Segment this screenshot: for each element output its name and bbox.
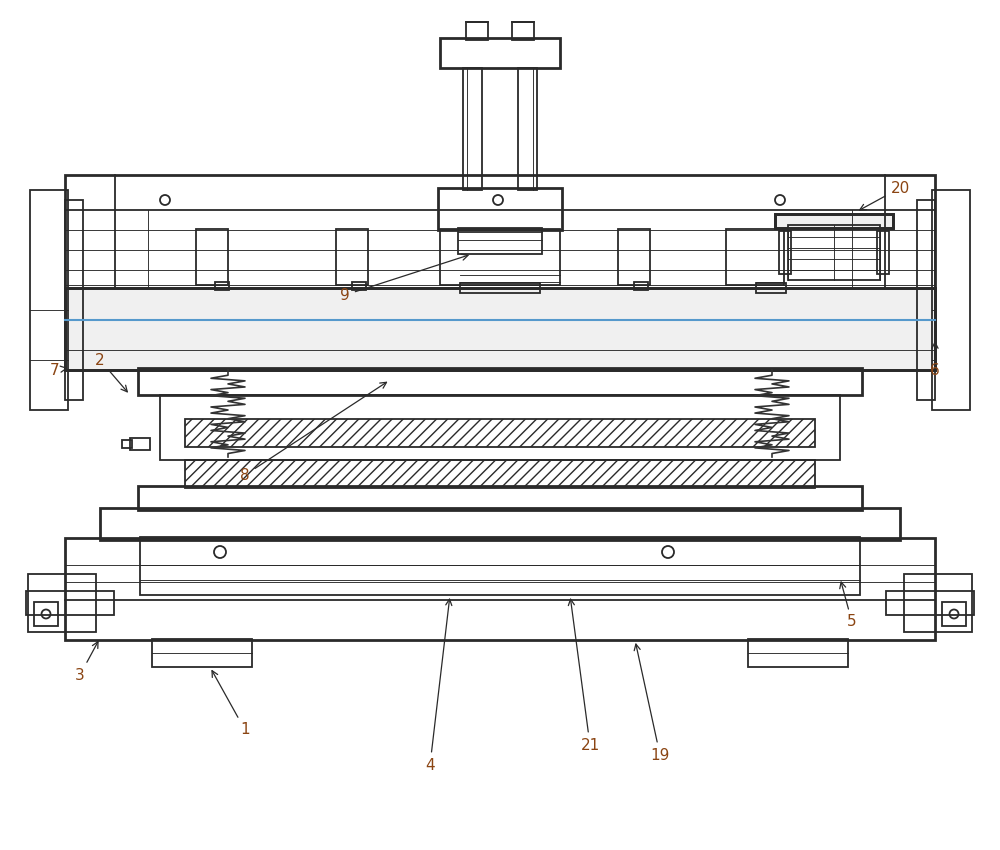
Bar	[65, 175, 935, 290]
Bar	[196, 229, 228, 285]
Bar	[138, 368, 862, 395]
Bar	[904, 574, 972, 632]
Bar	[440, 38, 560, 68]
Text: 3: 3	[75, 642, 98, 683]
Text: 6: 6	[930, 343, 940, 377]
Bar	[122, 440, 132, 448]
Text: 8: 8	[240, 382, 387, 483]
Text: 5: 5	[840, 582, 857, 630]
Bar	[942, 602, 966, 626]
Bar	[458, 228, 542, 254]
Bar	[185, 419, 815, 447]
Bar	[26, 591, 114, 615]
Bar	[65, 288, 935, 370]
Text: 1: 1	[212, 671, 250, 738]
Bar	[185, 460, 815, 488]
Text: 21: 21	[568, 599, 600, 752]
Bar	[779, 231, 791, 274]
Bar	[726, 229, 784, 285]
Text: 4: 4	[425, 599, 452, 773]
Bar	[34, 602, 58, 626]
Bar	[775, 214, 893, 228]
Text: 19: 19	[634, 644, 670, 762]
Bar	[756, 283, 786, 293]
Bar	[877, 231, 889, 274]
Bar	[336, 229, 368, 285]
Bar	[140, 537, 860, 595]
Bar	[65, 538, 935, 640]
Bar	[100, 508, 900, 540]
Bar	[65, 200, 83, 400]
Bar	[775, 214, 893, 228]
Bar	[634, 282, 648, 290]
Text: 9: 9	[340, 254, 468, 303]
Bar	[65, 288, 935, 370]
Bar	[466, 22, 488, 40]
Text: 7: 7	[50, 362, 67, 377]
Bar	[518, 68, 537, 190]
Bar	[463, 68, 482, 190]
Bar	[30, 190, 68, 410]
Bar	[932, 190, 970, 410]
Bar	[28, 574, 96, 632]
Bar	[138, 486, 862, 510]
Bar	[130, 438, 150, 450]
Bar	[160, 395, 840, 460]
Bar	[917, 200, 935, 400]
Bar	[460, 283, 540, 293]
Text: 20: 20	[860, 180, 910, 210]
Bar	[352, 282, 366, 290]
Bar	[512, 22, 534, 40]
Text: 2: 2	[95, 353, 127, 392]
Bar	[748, 639, 848, 667]
Bar	[438, 188, 562, 230]
Bar	[440, 229, 560, 285]
Bar	[788, 225, 880, 280]
Bar	[618, 229, 650, 285]
Bar	[886, 591, 974, 615]
Bar	[215, 282, 229, 290]
Bar	[152, 639, 252, 667]
